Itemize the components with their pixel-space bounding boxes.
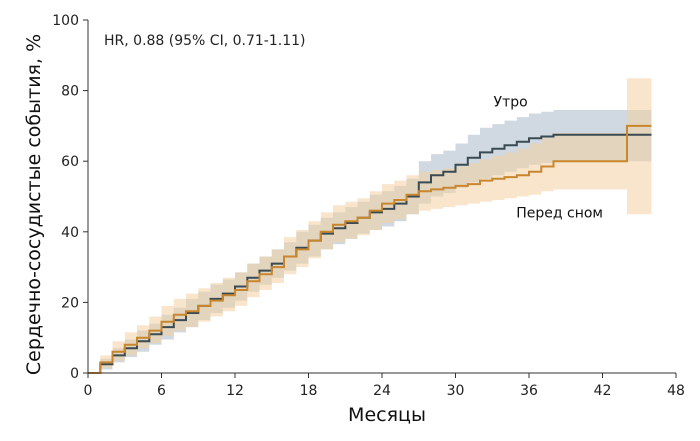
confidence-bands [88,78,652,373]
series-lines [88,124,652,374]
y-tick-label: 80 [61,84,79,100]
hazard-ratio-annotation: HR, 0.88 (95% CI, 0.71-1.11) [104,33,305,49]
x-axis-title: Месяцы [348,404,426,426]
y-tick-label: 60 [61,154,79,170]
y-axis-title: Сердечно-сосудистые события, % [23,34,45,375]
x-tick-label: 48 [667,383,685,399]
series-label-morning: Утро [494,94,528,110]
series-label-bedtime: Перед сном [516,206,603,222]
x-tick-label: 30 [447,383,465,399]
x-tick-label: 36 [520,383,538,399]
x-tick-label: 0 [84,383,93,399]
tick-labels: 0 6 12 18 24 30 36 42 48 0 20 40 60 80 100 [52,13,685,399]
y-tick-label: 40 [61,225,79,241]
x-tick-label: 42 [594,383,612,399]
x-tick-label: 6 [157,383,166,399]
y-tick-label: 100 [52,13,79,29]
ci-band-bedtime [88,78,652,373]
axes [83,19,677,378]
y-tick-label: 0 [70,366,79,382]
x-tick-label: 24 [373,383,391,399]
series-line-bedtime [88,124,652,374]
x-tick-label: 12 [226,383,244,399]
x-tick-label: 18 [300,383,318,399]
y-tick-label: 20 [61,295,79,311]
